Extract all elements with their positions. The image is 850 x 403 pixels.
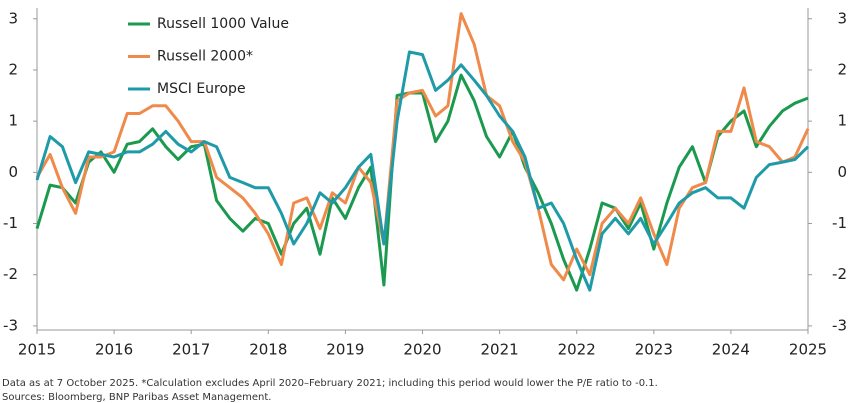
legend-label: Russell 2000* xyxy=(157,49,253,65)
source: Sources: Bloomberg, BNP Paribas Asset Ma… xyxy=(2,392,271,403)
y2-tick-label: -1 xyxy=(832,214,847,232)
x-tick-label: 2025 xyxy=(789,341,827,359)
x-tick-label: 2018 xyxy=(249,341,287,359)
y2-tick-label: -2 xyxy=(832,265,847,283)
y-tick-label: -3 xyxy=(3,316,18,334)
y-tick-label: -2 xyxy=(3,265,18,283)
y-tick-label: -1 xyxy=(3,214,18,232)
y2-tick-label: 1 xyxy=(837,112,847,130)
y2-tick-label: -3 xyxy=(832,316,847,334)
x-tick-label: 2019 xyxy=(326,341,364,359)
series-line xyxy=(35,50,810,292)
x-tick-label: 2017 xyxy=(172,341,210,359)
legend-label: MSCI Europe xyxy=(157,81,246,97)
footnote: Data as at 7 October 2025. *Calculation … xyxy=(2,378,658,389)
x-tick-label: 2021 xyxy=(481,341,519,359)
x-tick-label: 2016 xyxy=(95,341,133,359)
x-tick-label: 2015 xyxy=(18,341,56,359)
y-tick-label: 1 xyxy=(8,112,18,130)
y2-tick-label: 3 xyxy=(837,9,847,27)
series-line xyxy=(35,12,810,282)
y-tick-label: 3 xyxy=(8,9,18,27)
y2-tick-label: 0 xyxy=(837,163,847,181)
x-tick-label: 2020 xyxy=(403,341,441,359)
y2-tick-label: 2 xyxy=(837,60,847,78)
y-tick-label: 0 xyxy=(8,163,18,181)
x-tick-label: 2024 xyxy=(712,341,750,359)
legend-label: Russell 1000 Value xyxy=(157,16,289,32)
y-tick-label: 2 xyxy=(8,60,18,78)
x-tick-label: 2022 xyxy=(558,341,596,359)
x-tick-label: 2023 xyxy=(635,341,673,359)
